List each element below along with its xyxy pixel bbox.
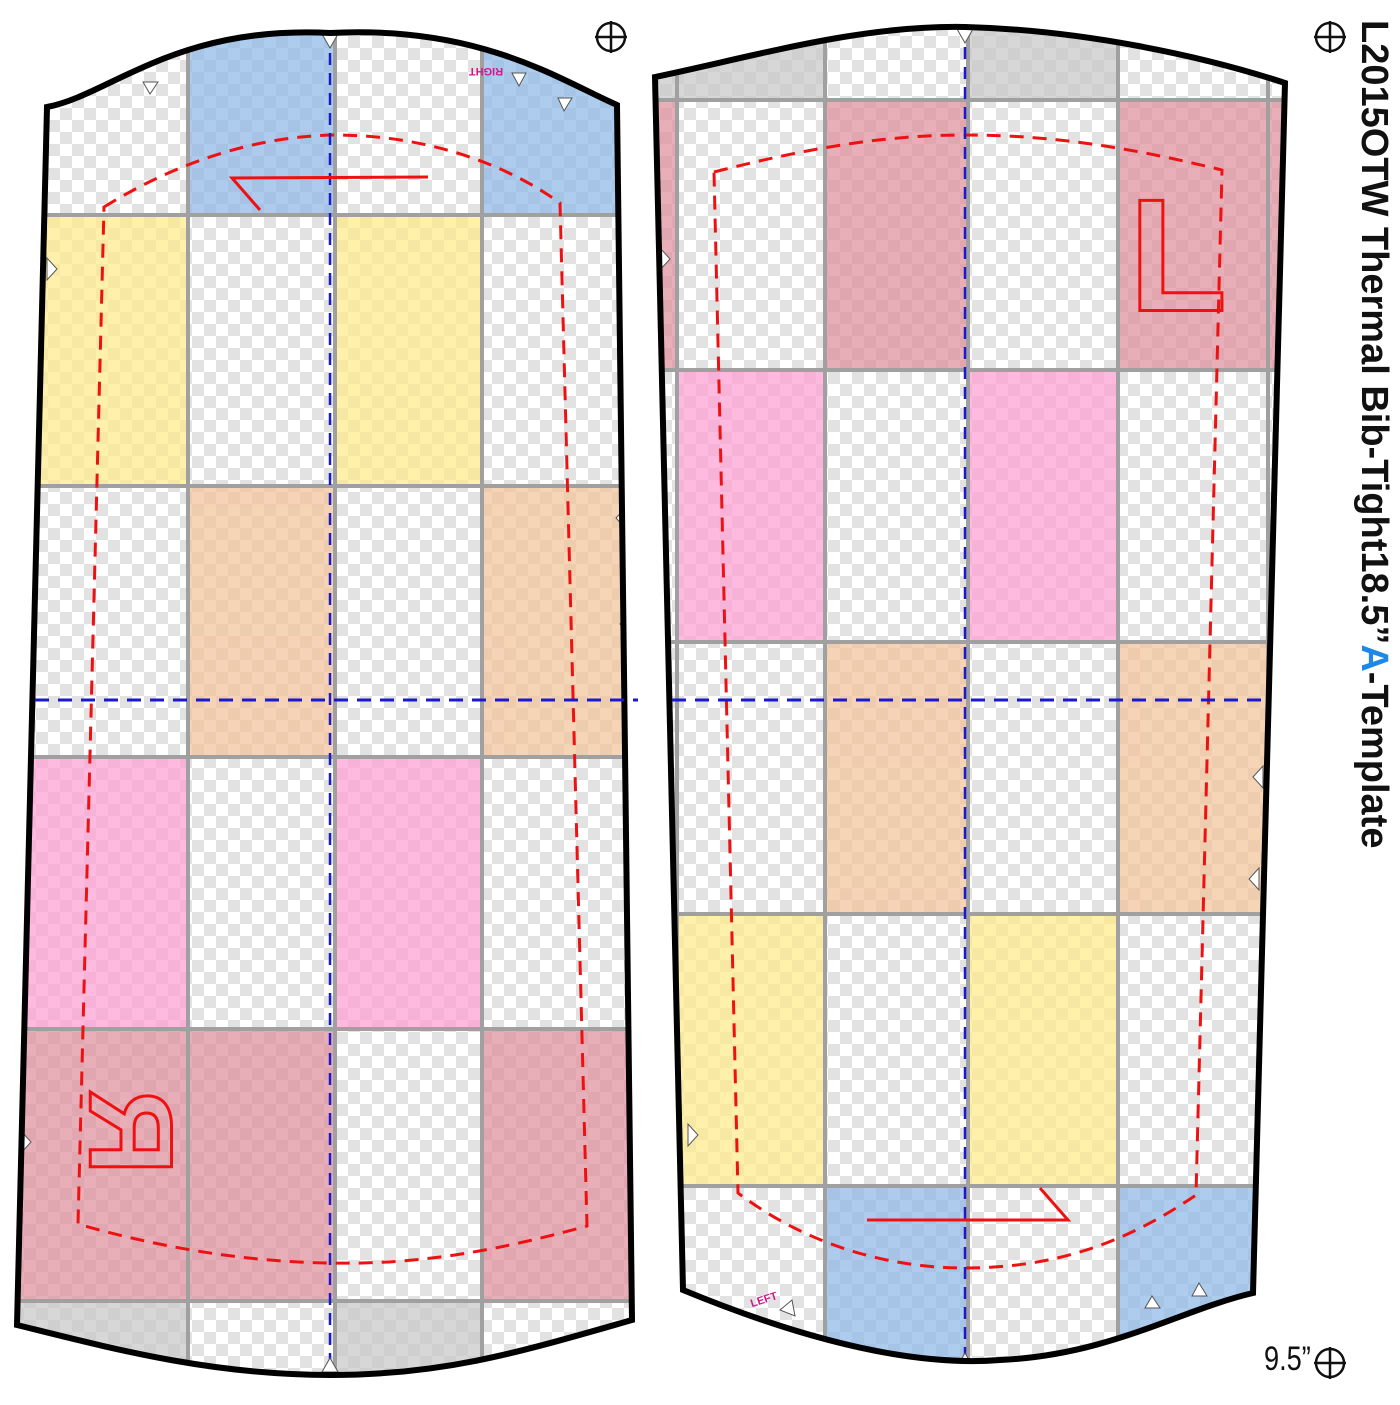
big-letter-r: R bbox=[63, 1088, 198, 1176]
corner-tag-right: RIGHT bbox=[469, 65, 504, 77]
registration-crosshair-icon bbox=[595, 21, 627, 53]
title-length: 18.5” bbox=[1353, 551, 1395, 645]
template-title: L2015OTW Thermal Bib-Tight18.5”A-Templat… bbox=[1349, 20, 1399, 1380]
notch-markers-left bbox=[659, 28, 1264, 1362]
registration-crosshair-icon bbox=[1314, 1347, 1346, 1379]
title-year: 2015 bbox=[1353, 43, 1395, 128]
title-product: OTW Thermal Bib-Tight bbox=[1353, 127, 1395, 552]
piece-letter: L bbox=[1353, 20, 1395, 44]
registration-crosshair-icon bbox=[1314, 21, 1346, 53]
template-suffix: -Template bbox=[1353, 671, 1395, 849]
left-piece: L LEFT bbox=[651, 23, 1289, 1365]
right-piece-outline bbox=[13, 29, 636, 1379]
grain-arrow-icon bbox=[228, 175, 429, 211]
right-piece: R RIGHT bbox=[13, 29, 636, 1379]
left-piece-outline bbox=[651, 23, 1289, 1365]
template-letter: A bbox=[1353, 644, 1395, 672]
svg-text:R: R bbox=[64, 1089, 196, 1174]
width-label: 9.5” bbox=[1264, 1340, 1311, 1378]
seam-allowance-line bbox=[712, 133, 1224, 1270]
seam-allowance-line bbox=[76, 133, 589, 1265]
left-piece-tiles bbox=[655, 26, 1285, 1362]
grain-arrow-icon bbox=[867, 1187, 1072, 1222]
big-letter-l: L bbox=[1129, 166, 1227, 345]
